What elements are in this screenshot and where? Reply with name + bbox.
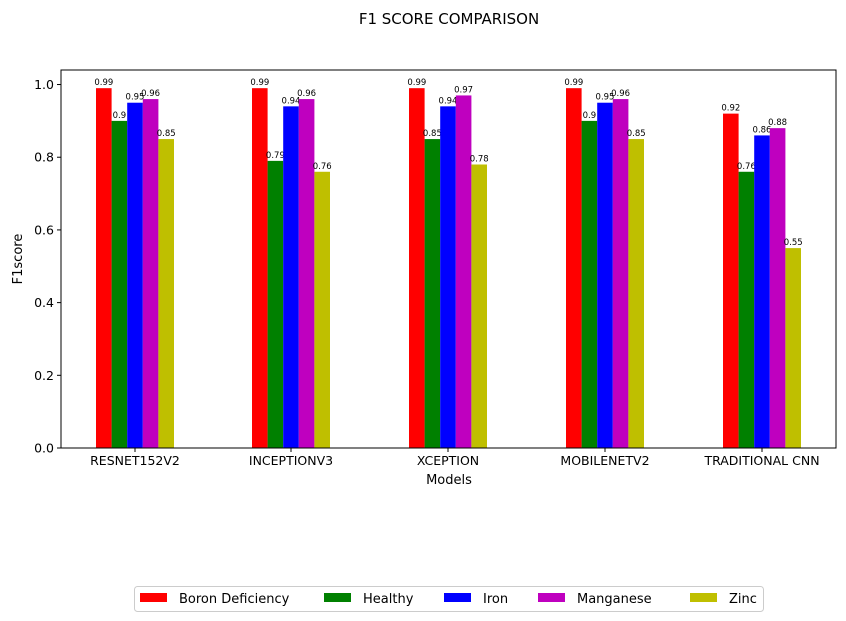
bar bbox=[283, 106, 299, 448]
bar-value-label: 0.92 bbox=[721, 104, 740, 114]
bar bbox=[267, 160, 284, 448]
y-axis-label: F1score bbox=[11, 234, 26, 285]
bar bbox=[754, 135, 770, 449]
bar-value-label: 0.99 bbox=[407, 78, 426, 88]
bar-value-label: 0.76 bbox=[737, 162, 756, 172]
legend: Boron Deficiency Healthy Iron Manganese Zinc bbox=[134, 586, 764, 612]
bar-value-label: 0.96 bbox=[611, 89, 630, 99]
x-tick-label: XCEPTION bbox=[417, 453, 479, 468]
y-tick-label: 0.2 bbox=[34, 368, 54, 383]
bar bbox=[723, 113, 739, 449]
legend-swatch bbox=[690, 593, 717, 602]
bar-value-label: 0.79 bbox=[266, 151, 285, 161]
legend-label: Manganese bbox=[577, 592, 652, 607]
bar-value-label: 0.86 bbox=[753, 125, 772, 135]
bar-value-label: 0.94 bbox=[282, 96, 301, 106]
y-tick-label: 1.0 bbox=[34, 77, 54, 92]
bar-value-label: 0.85 bbox=[627, 129, 646, 139]
legend-swatch bbox=[538, 593, 565, 602]
x-tick-label: MOBILENETV2 bbox=[560, 453, 649, 468]
bar-value-label: 0.85 bbox=[423, 129, 442, 139]
plot-frame bbox=[60, 69, 837, 449]
bar-value-label: 0.95 bbox=[596, 93, 615, 103]
bar bbox=[96, 88, 112, 449]
x-tick-label: RESNET152V2 bbox=[90, 453, 180, 468]
bar bbox=[440, 106, 456, 448]
bar-value-label: 0.97 bbox=[454, 85, 473, 95]
bar bbox=[314, 171, 330, 448]
legend-label: Zinc bbox=[729, 592, 757, 607]
bar-value-label: 0.99 bbox=[250, 78, 269, 88]
bar bbox=[142, 99, 159, 448]
legend-swatch bbox=[444, 593, 471, 602]
bar bbox=[785, 248, 801, 448]
bar-value-label: 0.85 bbox=[157, 129, 176, 139]
bar-value-label: 0.88 bbox=[768, 118, 787, 128]
bar bbox=[298, 99, 315, 448]
bar-value-label: 0.99 bbox=[94, 78, 113, 88]
bar bbox=[409, 88, 425, 449]
y-tick-label: 0.6 bbox=[34, 222, 54, 237]
bar-value-label: 0.94 bbox=[439, 96, 458, 106]
bar-value-label: 0.99 bbox=[564, 78, 583, 88]
y-tick-label: 0.4 bbox=[34, 295, 54, 310]
bar bbox=[111, 120, 128, 448]
bar-value-label: 0.55 bbox=[784, 238, 803, 248]
bar-value-label: 0.9 bbox=[583, 111, 597, 121]
bar bbox=[612, 99, 629, 448]
bar-value-label: 0.9 bbox=[113, 111, 127, 121]
bar bbox=[581, 120, 598, 448]
bar bbox=[127, 102, 143, 449]
legend-label: Healthy bbox=[363, 592, 414, 607]
x-axis-label: Models bbox=[426, 473, 472, 488]
legend-swatch bbox=[140, 593, 167, 602]
plot-area: 0.99 0.99 0.99 0.99 0.92 0.9 0.79 0.85 0.9 0.76 0.… bbox=[34, 77, 819, 468]
bar bbox=[252, 88, 268, 449]
bar-value-label: 0.76 bbox=[313, 162, 332, 172]
bar bbox=[158, 139, 174, 448]
bar-value-label: 0.95 bbox=[126, 93, 145, 103]
bar bbox=[769, 128, 786, 448]
x-tick-label: TRADITIONAL CNN bbox=[703, 453, 819, 468]
bar bbox=[566, 88, 582, 449]
bar-value-label: 0.78 bbox=[470, 155, 489, 165]
y-tick-label: 0.0 bbox=[34, 441, 54, 456]
x-tick-label: INCEPTIONV3 bbox=[249, 453, 333, 468]
bar-value-label: 0.96 bbox=[141, 89, 160, 99]
y-tick-label: 0.8 bbox=[34, 150, 54, 165]
bar bbox=[471, 164, 487, 448]
bar bbox=[628, 139, 644, 448]
bar bbox=[455, 95, 472, 448]
bar-value-label: 0.96 bbox=[297, 89, 316, 99]
legend-swatch bbox=[324, 593, 351, 602]
chart-title: F1 SCORE COMPARISON bbox=[359, 10, 539, 28]
bar bbox=[597, 102, 613, 449]
legend-label: Boron Deficiency bbox=[179, 592, 290, 607]
bar bbox=[738, 171, 755, 448]
bar bbox=[424, 139, 441, 448]
legend-label: Iron bbox=[483, 592, 508, 607]
